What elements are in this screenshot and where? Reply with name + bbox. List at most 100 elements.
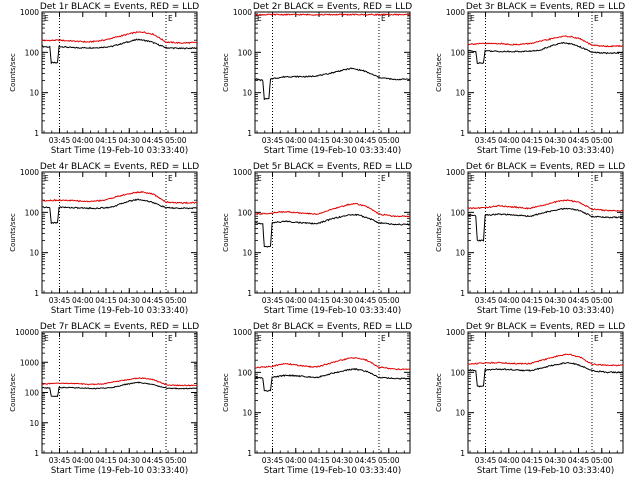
e-marker-right: E [168, 334, 173, 343]
y-tick-label: 1 [247, 129, 252, 138]
x-tick-label: 04:15 [521, 456, 543, 465]
x-tick-label: 03:45 [475, 456, 497, 465]
x-tick-label: 05:00 [591, 456, 613, 465]
panel-title: Det 4r BLACK = Events, RED = LLD [40, 162, 199, 172]
e-marker-right: E [594, 174, 599, 183]
events-series-line [41, 38, 198, 65]
y-tick-label: 100 [451, 368, 466, 377]
x-axis-label: Start Time (19-Feb-10 03:33:40) [477, 466, 614, 476]
x-tick-label: 03:45 [49, 456, 71, 465]
x-axis-label: Start Time (19-Feb-10 03:33:40) [51, 146, 188, 156]
events-series-line [467, 361, 624, 388]
y-tick-label: 100 [25, 48, 40, 57]
e-marker-right: E [381, 174, 386, 183]
events-series-line [467, 207, 624, 242]
x-tick-label: 04:45 [355, 296, 377, 305]
x-tick-label: 05:00 [591, 296, 613, 305]
x-tick-label: 04:00 [285, 296, 307, 305]
x-tick-label: 04:00 [72, 296, 94, 305]
y-axis-label: Counts/sec [9, 213, 17, 252]
y-tick-label: 10 [455, 249, 465, 258]
x-tick-label: 04:45 [142, 296, 164, 305]
x-tick-label: 04:45 [355, 456, 377, 465]
x-tick-label: 04:45 [142, 456, 164, 465]
x-tick-label: 04:30 [118, 296, 140, 305]
y-tick-label: 1000 [233, 168, 252, 177]
lld-series-line [41, 31, 198, 45]
events-series-line [42, 198, 198, 225]
x-tick-label: 04:15 [308, 456, 330, 465]
lld-series-line [467, 353, 624, 367]
x-tick-label: 05:00 [378, 296, 400, 305]
x-tick-label: 04:45 [568, 456, 590, 465]
x-tick-label: 05:00 [165, 136, 187, 145]
e-marker-right: E [594, 334, 599, 343]
x-tick-label: 04:30 [544, 136, 566, 145]
x-tick-label: 04:30 [331, 296, 353, 305]
y-tick-label: 10 [242, 89, 252, 98]
panel-title: Det 7r BLACK = Events, RED = LLD [40, 322, 199, 332]
lld-series-line [467, 199, 624, 212]
y-tick-label: 100 [238, 208, 253, 217]
e-marker-left: E [257, 174, 262, 183]
plot-frame [467, 11, 624, 134]
y-tick-label: 10 [29, 419, 39, 428]
x-tick-label: 03:45 [262, 296, 284, 305]
x-tick-label: 04:00 [285, 456, 307, 465]
plot-frame [41, 11, 198, 134]
y-tick-label: 1 [247, 289, 252, 298]
x-axis-label: Start Time (19-Feb-10 03:33:40) [51, 306, 188, 316]
y-tick-label: 1 [247, 449, 252, 458]
e-marker-left: E [44, 14, 49, 23]
y-tick-label: 1000 [446, 328, 465, 337]
panel-title: Det 8r BLACK = Events, RED = LLD [253, 322, 412, 332]
y-tick-label: 100 [25, 389, 40, 398]
x-tick-label: 04:00 [498, 136, 520, 145]
x-tick-label: 04:00 [498, 456, 520, 465]
x-tick-label: 04:15 [521, 296, 543, 305]
y-tick-label: 100 [451, 48, 466, 57]
y-tick-label: 100 [451, 208, 466, 217]
x-axis-label: Start Time (19-Feb-10 03:33:40) [264, 466, 401, 476]
y-tick-label: 100 [25, 208, 40, 217]
panel-title: Det 6r BLACK = Events, RED = LLD [466, 162, 625, 172]
x-tick-label: 03:45 [49, 136, 71, 145]
x-tick-label: 04:30 [544, 296, 566, 305]
x-tick-label: 04:30 [544, 456, 566, 465]
lld-series-line [254, 13, 411, 17]
y-axis-label: Counts/sec [9, 53, 17, 92]
panel-9: Det 9r BLACK = Events, RED = LLD 1 10 100 10… [435, 322, 625, 476]
events-series-line [254, 67, 411, 101]
panel-3: Det 3r BLACK = Events, RED = LLD 1 10 100 10… [435, 2, 625, 156]
panel-title: Det 9r BLACK = Events, RED = LLD [466, 322, 625, 332]
x-axis-label: Start Time (19-Feb-10 03:33:40) [264, 306, 401, 316]
y-tick-label: 1000 [233, 328, 252, 337]
x-tick-label: 05:00 [591, 136, 613, 145]
x-axis-label: Start Time (19-Feb-10 03:33:40) [51, 466, 188, 476]
x-tick-label: 04:00 [72, 456, 94, 465]
x-tick-label: 03:45 [475, 296, 497, 305]
y-tick-label: 1000 [233, 8, 252, 17]
plot-frame [41, 171, 198, 294]
x-tick-label: 04:15 [95, 296, 117, 305]
x-tick-label: 03:45 [49, 296, 71, 305]
panel-1: Det 1r BLACK = Events, RED = LLD 1 10 100 10… [9, 2, 199, 156]
panel-4: Det 4r BLACK = Events, RED = LLD 1 10 100 10… [9, 162, 199, 316]
plot-frame [467, 331, 624, 454]
lld-series-line [254, 357, 411, 371]
panel-title: Det 3r BLACK = Events, RED = LLD [466, 2, 625, 12]
panel-5: Det 5r BLACK = Events, RED = LLD 1 10 100 10… [222, 162, 412, 316]
y-tick-label: 10 [242, 409, 252, 418]
e-marker-left: E [470, 174, 475, 183]
x-axis-label: Start Time (19-Feb-10 03:33:40) [477, 146, 614, 156]
y-tick-label: 1 [460, 449, 465, 458]
x-tick-label: 03:45 [262, 136, 284, 145]
x-tick-label: 05:00 [378, 136, 400, 145]
y-tick-label: 10000 [15, 328, 39, 337]
y-tick-label: 1000 [20, 358, 39, 367]
panel-6: Det 6r BLACK = Events, RED = LLD 1 10 100 10… [435, 162, 625, 316]
lld-series-line [467, 35, 624, 48]
e-marker-right: E [594, 14, 599, 23]
x-tick-label: 04:15 [95, 456, 117, 465]
events-series-line [254, 213, 411, 248]
